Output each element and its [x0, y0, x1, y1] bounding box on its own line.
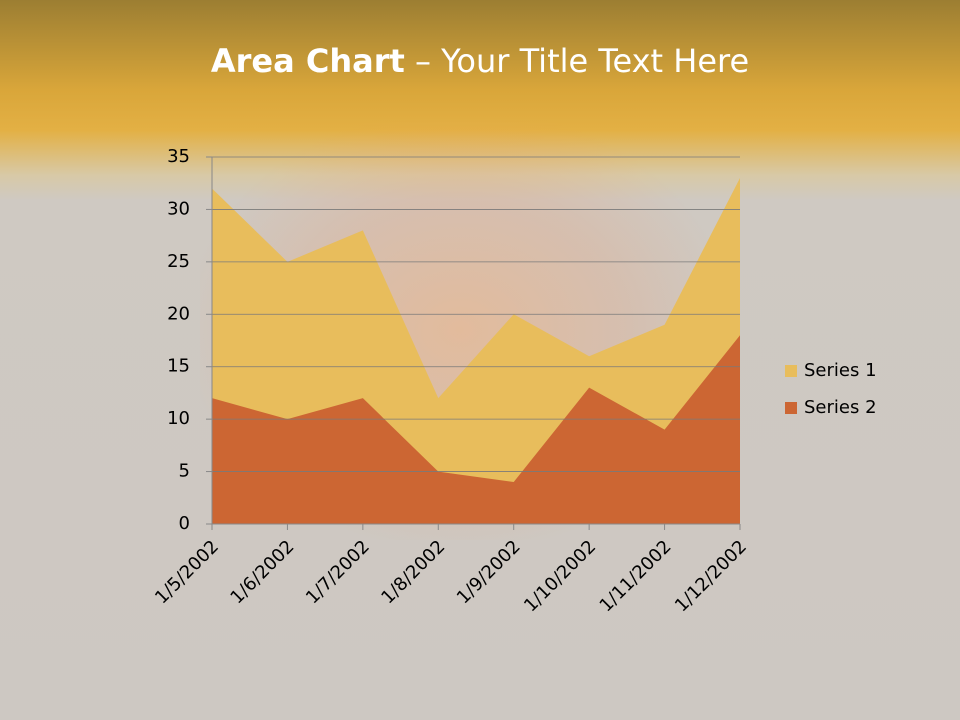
y-tick-label: 0 — [179, 513, 190, 534]
y-tick-label: 25 — [167, 251, 190, 272]
x-tick-label: 1/9/2002 — [453, 536, 525, 608]
x-tick-label: 1/10/2002 — [520, 536, 600, 616]
y-tick-label: 35 — [167, 146, 190, 167]
title-emphasis: Area Chart — [210, 42, 405, 80]
title-text: – Your Title Text Here — [414, 42, 750, 80]
x-tick-label: 1/12/2002 — [671, 536, 751, 616]
area — [212, 335, 740, 524]
legend-label: Series 2 — [804, 397, 877, 418]
x-tick-label: 1/8/2002 — [377, 536, 449, 608]
y-tick-label: 15 — [167, 356, 190, 377]
x-tick-label: 1/5/2002 — [151, 536, 223, 608]
slide-title: Area Chart – Your Title Text Here — [0, 42, 960, 80]
y-tick-label: 30 — [167, 198, 190, 219]
legend-swatch — [785, 402, 797, 414]
y-tick-label: 10 — [167, 408, 190, 429]
y-tick-label: 5 — [179, 461, 190, 482]
legend-swatch — [785, 365, 797, 377]
y-tick-label: 20 — [167, 303, 190, 324]
x-tick-label: 1/11/2002 — [596, 536, 676, 616]
x-tick-label: 1/6/2002 — [226, 536, 298, 608]
x-tick-label: 1/7/2002 — [302, 536, 374, 608]
legend-label: Series 1 — [804, 360, 877, 381]
